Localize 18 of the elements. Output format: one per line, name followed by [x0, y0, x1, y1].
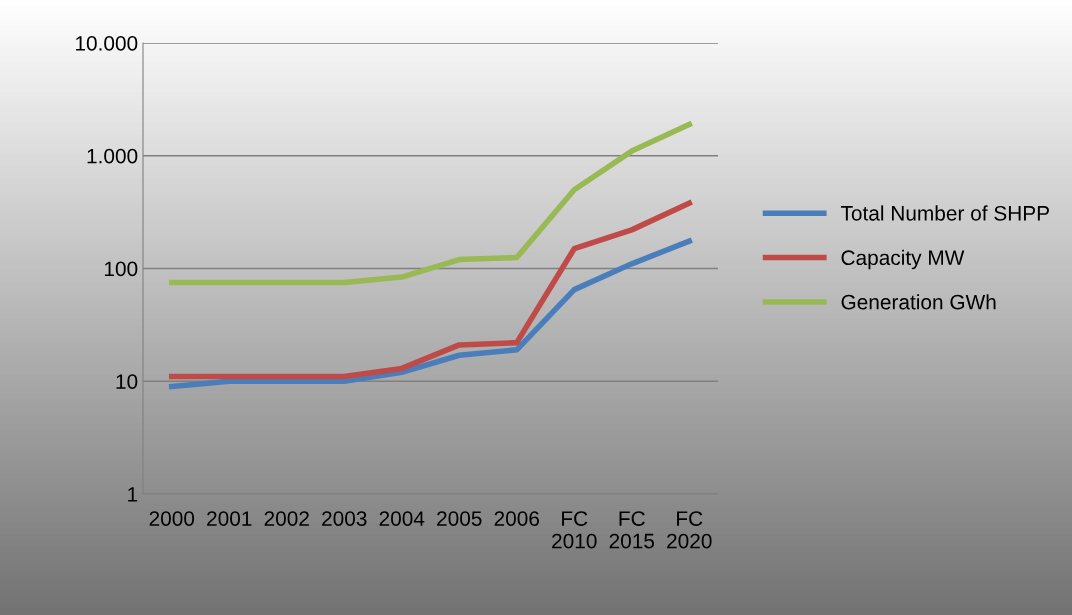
legend-label: Capacity MW — [841, 249, 965, 270]
x-tick-label: 2003 — [322, 511, 367, 526]
y-tick-label: 1.000 — [87, 148, 138, 164]
x-tick-label: 2000 — [149, 511, 195, 526]
y-tick-label: 100 — [104, 261, 138, 277]
x-tick-label: FC 2015 — [609, 511, 655, 549]
x-tick-label: 2006 — [494, 511, 540, 526]
x-tick-label: 2004 — [379, 511, 425, 526]
y-tick-label: 1 — [128, 487, 138, 502]
x-tick-label: FC 2020 — [667, 511, 712, 549]
y-tick-label: 10.000 — [76, 36, 138, 51]
legend-label: Generation GWh — [841, 294, 996, 310]
legend-label: Total Number of SHPP — [840, 205, 1049, 221]
x-tick-label: FC 2010 — [552, 511, 597, 549]
x-tick-label: 2001 — [207, 511, 252, 526]
x-tick-label: 2002 — [264, 511, 309, 526]
x-tick-label: 2005 — [437, 511, 482, 526]
y-tick-label: 10 — [116, 374, 138, 389]
